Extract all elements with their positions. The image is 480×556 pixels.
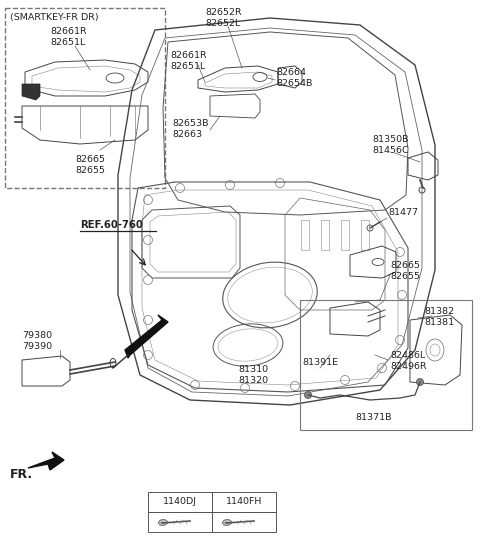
Text: 82651L: 82651L: [170, 62, 205, 71]
Bar: [361, 220, 369, 250]
Bar: [148, 492, 212, 512]
Text: 82651L: 82651L: [50, 38, 85, 47]
Text: 81456C: 81456C: [372, 146, 408, 155]
Text: 82663: 82663: [172, 130, 202, 139]
Bar: [212, 492, 276, 512]
Ellipse shape: [158, 519, 168, 525]
Text: 82664: 82664: [276, 68, 306, 77]
Text: 82665: 82665: [75, 155, 105, 164]
Bar: [301, 220, 309, 250]
Text: 82652R: 82652R: [205, 8, 241, 17]
Text: (SMARTKEY-FR DR): (SMARTKEY-FR DR): [10, 13, 98, 22]
Circle shape: [417, 379, 423, 385]
Text: 81371B: 81371B: [355, 413, 392, 422]
Text: 82652L: 82652L: [205, 19, 240, 28]
Ellipse shape: [223, 519, 231, 525]
Bar: [300, 300, 472, 430]
Text: 81310: 81310: [238, 365, 268, 374]
Text: 81477: 81477: [388, 208, 418, 217]
Text: 82496R: 82496R: [390, 362, 427, 371]
Text: 82655: 82655: [390, 272, 420, 281]
Text: 82653B: 82653B: [172, 119, 208, 128]
Bar: [212, 512, 276, 532]
Text: 81320: 81320: [238, 376, 268, 385]
Bar: [321, 220, 329, 250]
Text: 82654B: 82654B: [276, 79, 312, 88]
Text: 79380: 79380: [22, 331, 52, 340]
Polygon shape: [22, 84, 40, 100]
Text: 82486L: 82486L: [390, 351, 425, 360]
Bar: [341, 220, 349, 250]
Text: 82661R: 82661R: [50, 27, 86, 36]
Circle shape: [304, 391, 312, 399]
Text: 81382: 81382: [424, 307, 454, 316]
Text: 1140FH: 1140FH: [226, 498, 262, 507]
Text: 81391E: 81391E: [302, 358, 338, 367]
Bar: [5, 8, 165, 188]
Polygon shape: [125, 315, 168, 358]
Text: 82665: 82665: [390, 261, 420, 270]
Text: REF.60-760: REF.60-760: [80, 220, 143, 230]
Text: 81381: 81381: [424, 318, 454, 327]
Bar: [148, 512, 212, 532]
Text: 79390: 79390: [22, 342, 52, 351]
Text: 82655: 82655: [75, 166, 105, 175]
Text: 1140DJ: 1140DJ: [163, 498, 197, 507]
Text: FR.: FR.: [10, 468, 33, 481]
Text: 82661R: 82661R: [170, 51, 206, 60]
Text: 81350B: 81350B: [372, 135, 408, 144]
Polygon shape: [28, 452, 64, 470]
